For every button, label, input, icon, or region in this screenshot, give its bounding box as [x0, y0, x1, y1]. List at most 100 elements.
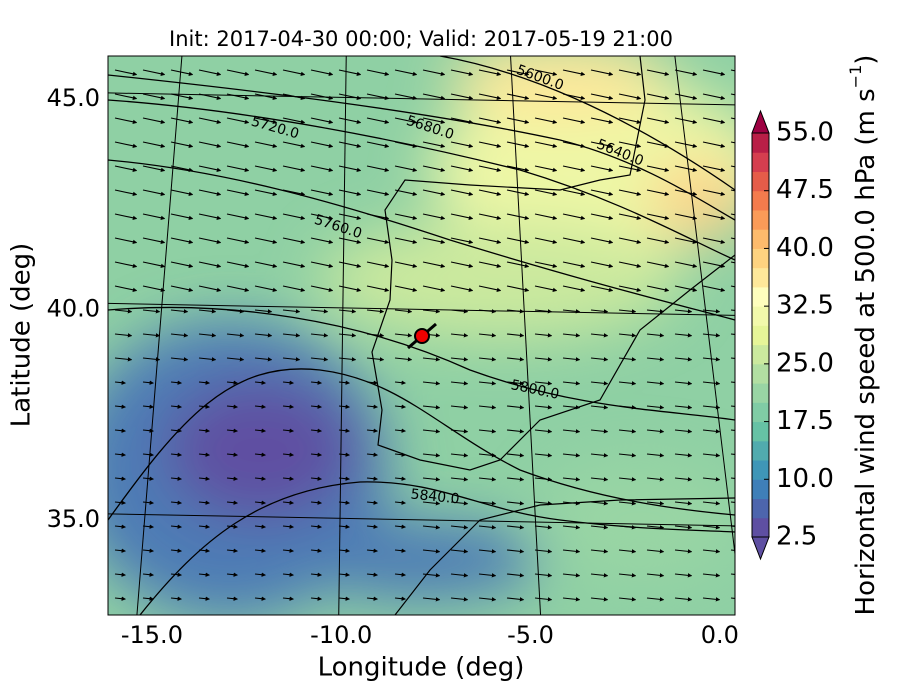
wind-arrow [142, 237, 166, 244]
wind-arrow [394, 357, 413, 362]
wind-arrow [506, 429, 525, 434]
wind-arrow [366, 596, 378, 601]
wind-arrow [366, 333, 385, 338]
wind-arrow [226, 333, 245, 338]
wind-arrow [590, 405, 609, 410]
wind-arrow [254, 428, 266, 433]
wind-arrow [534, 429, 553, 434]
wind-arrow [450, 285, 474, 292]
colorbar-tick-label: 40.0 [776, 233, 834, 263]
wind-arrow [674, 549, 693, 554]
wind-arrow [674, 405, 693, 410]
wind-arrow [338, 117, 362, 124]
wind-arrow [674, 357, 693, 362]
wind-arrow [618, 597, 637, 602]
wind-arrow [254, 309, 273, 314]
wind-arrow [618, 477, 637, 482]
wind-arrow [702, 597, 721, 602]
wind-arrow [506, 261, 530, 268]
wind-arrow [674, 309, 693, 314]
wind-arrow [226, 380, 238, 385]
wind-arrow [450, 429, 469, 434]
wind-arrow [226, 69, 250, 76]
wind-arrow [394, 524, 406, 529]
wind-arrow [366, 357, 385, 362]
wind-arrow [338, 189, 362, 196]
wind-arrow [422, 501, 441, 506]
wind-arrow [254, 261, 278, 268]
wind-arrow [366, 261, 390, 268]
wind-arrow [226, 93, 250, 100]
wind-arrow [338, 285, 362, 292]
wind-arrow [730, 429, 735, 431]
wind-arrow [310, 524, 322, 529]
wind-arrow [450, 189, 474, 196]
wind-arrow [562, 189, 586, 196]
wind-arrow [394, 404, 406, 409]
wind-arrow [114, 165, 138, 172]
colorbar-band [752, 402, 769, 423]
wind-arrow [646, 453, 665, 458]
longitude-grid-line [136, 56, 183, 615]
wind-arrow [254, 524, 266, 529]
wind-arrow [254, 117, 278, 124]
wind-arrow [170, 452, 182, 457]
wind-arrow [394, 380, 406, 385]
wind-arrow [254, 572, 266, 577]
wind-arrow [674, 597, 693, 602]
wind-arrow [478, 93, 502, 100]
wind-arrow [254, 357, 273, 362]
wind-arrow [338, 213, 362, 220]
colorbar-band [752, 267, 769, 288]
wind-arrow [702, 381, 721, 386]
wind-arrow [422, 573, 441, 578]
colorbar-band [752, 209, 769, 230]
colorbar-frame [751, 132, 770, 538]
colorbar-extend-high [751, 109, 770, 134]
wind-arrows [114, 69, 735, 602]
wind-arrow [422, 117, 446, 124]
wind-arrow [534, 453, 553, 458]
wind-arrow [254, 285, 278, 292]
wind-arrow [506, 453, 525, 458]
wind-arrow [394, 476, 406, 481]
wind-arrow [450, 165, 474, 172]
wind-arrow [394, 333, 413, 338]
wind-arrow [450, 357, 469, 362]
wind-arrow [226, 357, 245, 362]
longitude-grid-line [674, 56, 735, 559]
wind-arrow [170, 524, 182, 529]
wind-arrow [562, 165, 586, 172]
wind-arrow [170, 548, 182, 553]
wind-arrow [198, 165, 222, 172]
wind-arrow [366, 213, 390, 220]
wind-arrow [702, 117, 726, 124]
wind-arrow [142, 93, 166, 100]
wind-arrow [478, 237, 502, 244]
wind-arrow [114, 261, 138, 268]
wind-arrow [338, 596, 350, 601]
wind-arrow [646, 333, 665, 338]
wind-arrow [478, 477, 497, 482]
wind-arrow [478, 573, 497, 578]
wind-arrow [450, 261, 474, 268]
wind-arrow [590, 93, 614, 100]
colorbar-band [752, 248, 769, 269]
wind-arrow [198, 333, 217, 338]
colorbar-band [752, 440, 769, 461]
wind-arrow [562, 405, 581, 410]
wind-arrow [282, 452, 294, 457]
colorbar-band [752, 517, 769, 538]
wind-arrow [674, 69, 698, 76]
wind-arrow [394, 309, 413, 314]
wind-arrow [534, 501, 553, 506]
wind-arrow [226, 261, 250, 268]
wind-arrow [338, 428, 350, 433]
wind-arrow [450, 597, 469, 602]
wind-arrow [282, 333, 301, 338]
wind-arrow [198, 357, 217, 362]
wind-arrow [450, 333, 469, 338]
y-axis-label: Latitude (deg) [7, 243, 37, 428]
wind-arrow [702, 261, 726, 268]
wind-arrow [310, 572, 322, 577]
